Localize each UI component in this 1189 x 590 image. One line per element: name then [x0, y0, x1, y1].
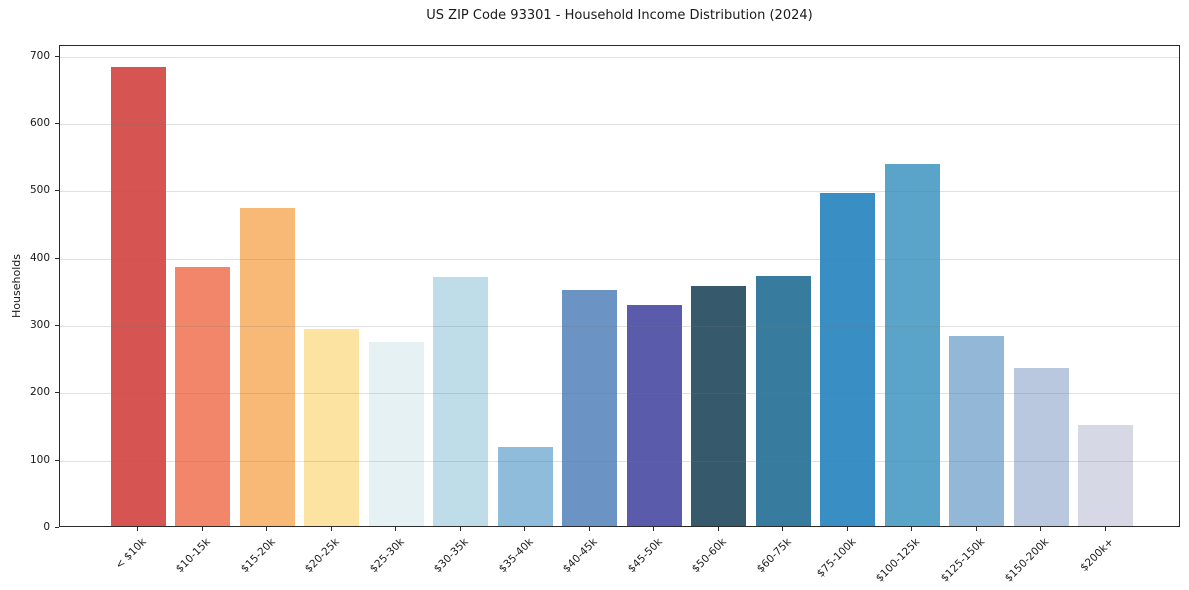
x-tick-label-30-35k: $30-35k	[431, 536, 471, 576]
x-tick-label-40-45k: $40-45k	[560, 536, 600, 576]
y-tick-mark-100	[55, 459, 59, 461]
y-tick-mark-0	[55, 527, 59, 528]
gridline-600	[60, 124, 1179, 126]
chart-title: US ZIP Code 93301 - Household Income Dis…	[426, 8, 813, 23]
bar-10-15k	[175, 266, 230, 526]
x-tick-label-60-75k: $60-75k	[754, 536, 794, 576]
y-tick-mark-600	[55, 123, 59, 125]
bar-20-25k	[304, 328, 359, 526]
x-tick-label-75-100k: $75-100k	[814, 536, 858, 580]
x-tick-label-100-125k: $100-125k	[873, 536, 923, 585]
x-tick-label-10-15k: $10-15k	[173, 536, 213, 576]
bar-150-200k	[1013, 367, 1069, 526]
y-tick-mark-700	[55, 55, 59, 57]
y-tick-label-500: 500	[29, 184, 50, 197]
x-tick-label-45-50k: $45-50k	[625, 536, 665, 576]
bar-60-75k	[755, 275, 811, 526]
x-tick-mark-200k	[1104, 527, 1106, 531]
y-tick-label-100: 100	[29, 453, 50, 466]
y-tick-mark-200	[55, 392, 59, 394]
x-tick-mark-35-40k	[524, 527, 525, 531]
y-tick-label-600: 600	[29, 117, 50, 130]
y-tick-label-700: 700	[29, 49, 50, 62]
x-tick-mark-125-150k	[975, 527, 977, 531]
bar-75-100k	[820, 192, 875, 526]
x-tick-label-150-200k: $150-200k	[1002, 536, 1052, 585]
y-tick-mark-500	[55, 190, 59, 192]
bar-10k	[110, 66, 166, 526]
x-tick-mark-100-125k	[911, 527, 912, 531]
gridline-400	[60, 258, 1179, 260]
x-tick-label-35-40k: $35-40k	[496, 536, 536, 576]
bar-35-40k	[497, 446, 553, 526]
x-tick-mark-75-100k	[846, 527, 848, 531]
plot-area	[59, 45, 1180, 527]
bar-50-60k	[691, 286, 746, 526]
x-tick-label-50-60k: $50-60k	[689, 536, 729, 576]
x-tick-mark-50-60k	[717, 527, 719, 531]
y-tick-mark-400	[55, 257, 59, 259]
x-tick-mark-10-15k	[201, 527, 203, 531]
bar-25-30k	[368, 341, 424, 526]
x-tick-mark-20-25k	[330, 527, 332, 531]
bar-125-150k	[949, 336, 1004, 526]
y-tick-label-0: 0	[43, 521, 50, 533]
gridline-200	[60, 393, 1179, 395]
bar-45-50k	[626, 305, 682, 526]
bar-30-35k	[433, 276, 488, 526]
bar-200k	[1078, 425, 1133, 526]
x-tick-label-15-20k: $15-20k	[238, 536, 278, 576]
bar-15-20k	[239, 208, 295, 526]
x-tick-label-200k: $200k+	[1078, 536, 1116, 574]
y-tick-mark-300	[55, 325, 59, 326]
gridline-300	[60, 326, 1179, 327]
x-tick-label-125-150k: $125-150k	[938, 536, 987, 585]
gridline-700	[60, 56, 1179, 58]
bar-100-125k	[884, 163, 940, 526]
x-tick-mark-25-30k	[395, 527, 396, 531]
x-tick-label-25-30k: $25-30k	[367, 536, 407, 576]
x-tick-label-20-25k: $20-25k	[302, 536, 342, 576]
x-tick-mark-10k	[137, 527, 138, 531]
y-tick-label-200: 200	[29, 386, 50, 399]
bar-40-45k	[562, 289, 617, 526]
x-tick-mark-45-50k	[653, 527, 654, 531]
x-tick-mark-40-45k	[588, 527, 590, 531]
x-tick-mark-15-20k	[266, 527, 267, 531]
gridline-500	[60, 191, 1179, 193]
gridline-100	[60, 460, 1179, 462]
x-tick-mark-60-75k	[782, 527, 783, 531]
x-tick-mark-30-35k	[459, 527, 461, 531]
y-tick-label-300: 300	[29, 319, 50, 331]
x-tick-label-10k: < $10k	[112, 536, 149, 572]
y-tick-label-400: 400	[29, 251, 50, 264]
x-tick-mark-150-200k	[1040, 527, 1041, 531]
